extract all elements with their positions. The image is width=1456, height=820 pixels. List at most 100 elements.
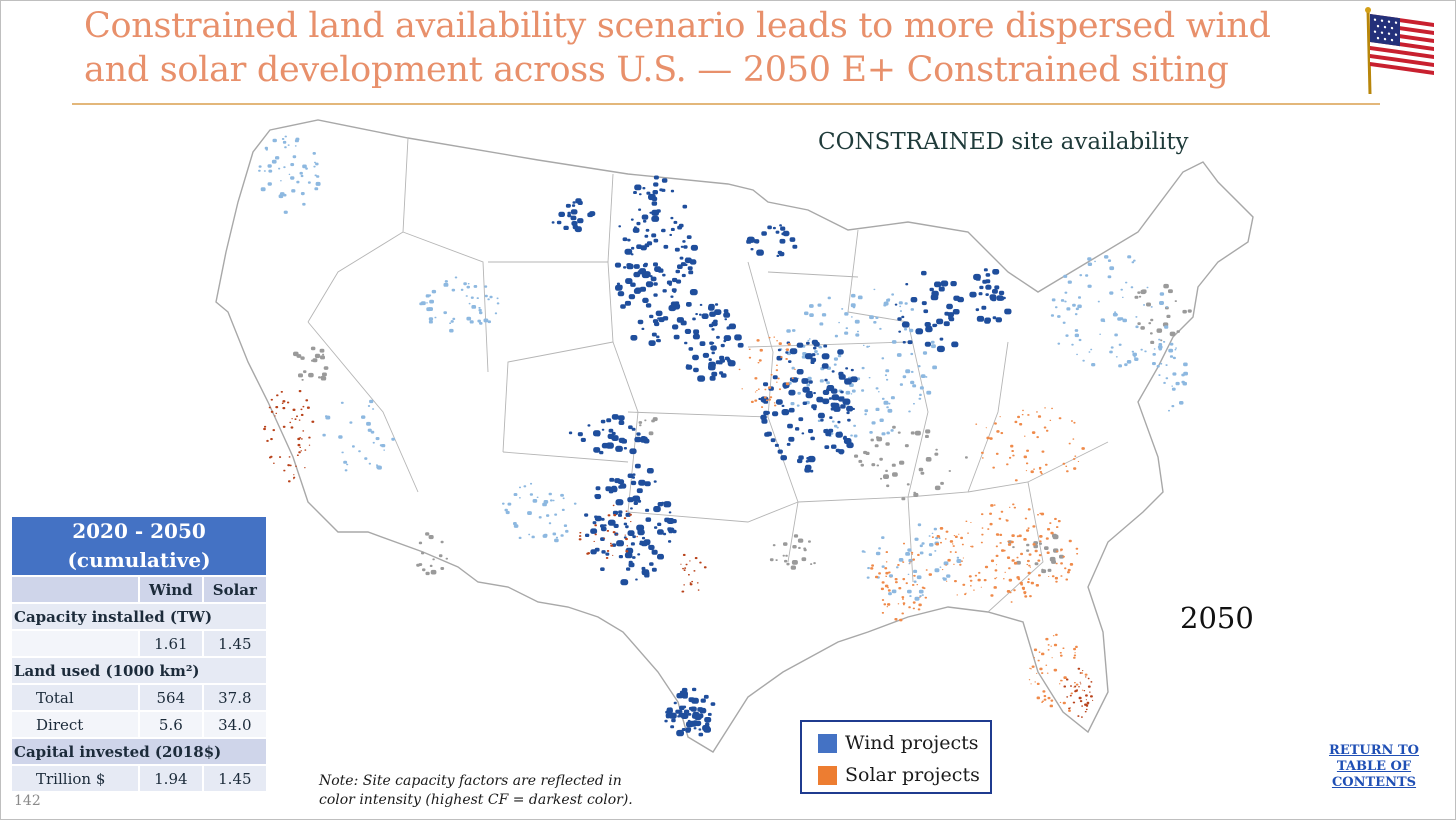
wind-project [618, 513, 622, 517]
solar-project [1032, 525, 1036, 528]
solar-project-dense [279, 456, 282, 458]
urban-area [440, 567, 445, 570]
solar-project [967, 532, 969, 534]
solar-project [884, 567, 888, 570]
solar-project-dense [304, 467, 306, 469]
urban-area [322, 353, 325, 356]
wind-project-light [841, 308, 844, 310]
wind-project [632, 495, 641, 502]
solar-project [1008, 578, 1013, 582]
wind-project-light [1122, 296, 1124, 298]
wind-project-light [496, 297, 499, 300]
solar-project-dense [1081, 705, 1083, 707]
wind-project-light [280, 180, 282, 182]
table-row: Total 564 37.8 [10, 683, 269, 712]
wind-project [802, 386, 810, 393]
wind-project-light [905, 369, 911, 374]
wind-project [633, 191, 637, 194]
solar-project [1037, 415, 1042, 418]
solar-project [1013, 589, 1016, 592]
wind-project-light [1174, 349, 1177, 351]
solar-project [780, 356, 783, 358]
wind-project-light [372, 408, 375, 410]
wind-project-light [928, 535, 931, 537]
solar-project [936, 535, 940, 538]
solar-project [953, 535, 956, 537]
solar-project [1036, 672, 1038, 674]
wind-project-light [452, 317, 456, 320]
wind-project-light [554, 538, 559, 543]
solar-project-dense [275, 406, 279, 409]
wind-project-light [367, 405, 371, 407]
wind-project [823, 344, 828, 348]
wind-project-light [454, 276, 458, 279]
solar-project [1046, 551, 1050, 554]
wind-project [715, 360, 721, 365]
wind-project [775, 399, 783, 405]
wind-project [737, 342, 744, 348]
wind-project-light [918, 397, 922, 400]
wind-project-light [1131, 350, 1134, 353]
solar-project [1062, 647, 1065, 649]
state-border [847, 229, 859, 313]
solar-project [1049, 704, 1053, 708]
wind-project [627, 530, 635, 536]
wind-project-light [861, 366, 865, 370]
wind-project [642, 187, 646, 190]
wind-project [577, 218, 584, 224]
wind-project-light [1118, 364, 1122, 368]
wind-project [715, 303, 719, 306]
solar-project [903, 542, 905, 545]
wind-project-light [917, 523, 922, 527]
wind-project [984, 318, 991, 324]
wind-project [556, 220, 562, 225]
wind-project [595, 486, 601, 491]
solar-project [995, 577, 998, 579]
wind-project-light [907, 573, 910, 575]
wind-project [685, 257, 689, 261]
solar-project-dense [616, 533, 618, 536]
urban-area [1137, 291, 1141, 294]
state-border [767, 271, 859, 278]
wind-project [788, 360, 792, 363]
wind-project [775, 230, 780, 234]
solar-project [886, 606, 889, 608]
solar-project-dense [605, 557, 609, 559]
solar-project [984, 565, 989, 569]
solar-project-dense [586, 552, 589, 555]
wind-project-light [861, 389, 865, 392]
wind-project-light [552, 532, 557, 536]
wind-project-light [1133, 355, 1136, 358]
wind-project-light [898, 558, 904, 562]
wind-project [687, 266, 693, 271]
solar-project-dense [283, 469, 286, 472]
wind-project-light [1169, 355, 1174, 358]
return-to-contents-link[interactable]: RETURN TO TABLE OF CONTENTS [1318, 743, 1430, 791]
solar-project [1027, 581, 1030, 584]
wind-project [577, 432, 583, 437]
wind-project-light [271, 159, 277, 164]
solar-project [1014, 420, 1018, 424]
wind-project [641, 569, 650, 576]
wind-project [645, 303, 652, 308]
urban-area [790, 565, 796, 570]
wind-project-light [943, 561, 949, 566]
map-legend: Wind projects Solar projects [800, 720, 992, 794]
urban-area [854, 454, 859, 458]
wind-project [841, 396, 845, 399]
wind-project [636, 221, 641, 226]
wind-project [985, 279, 991, 284]
urban-area [772, 544, 776, 547]
wind-project [657, 502, 664, 507]
solar-project-dense [296, 415, 298, 418]
wind-project [689, 259, 697, 265]
wind-project [835, 431, 843, 438]
wind-project-light [792, 329, 796, 332]
wind-project [688, 270, 694, 275]
wind-project-light [896, 353, 902, 357]
wind-project-light [833, 363, 837, 366]
total-solar-value: 37.8 [201, 683, 269, 712]
wind-project [596, 433, 600, 437]
wind-project-light [844, 312, 849, 316]
urban-area [1156, 328, 1163, 333]
